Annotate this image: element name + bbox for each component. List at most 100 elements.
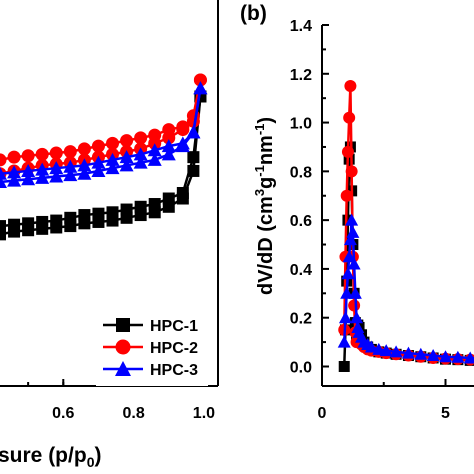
panel-a-hpc-3-adsorption-point: [63, 168, 78, 182]
panel-b-hpc-2-point: [340, 189, 353, 202]
panel-a-hpc-2-desorption-point: [49, 146, 63, 160]
panel-b-hpc-3-point: [389, 345, 403, 358]
panel-b-plot-area: [337, 79, 474, 372]
panel-b-ytick-label: 1.0: [290, 116, 312, 133]
legend: HPC-1 HPC-2 HPC-3: [96, 308, 208, 386]
panel-a-hpc-3-adsorption-point: [7, 173, 22, 187]
panel-a-hpc-3-desorption-point: [21, 163, 36, 177]
panel-a-hpc-3-desorption-point: [175, 136, 190, 150]
panel-a-hpc-3-adsorption-point: [77, 166, 92, 180]
panel-a-hpc-1-desorption-point: [120, 203, 133, 216]
panel-a-plot-area: [0, 73, 208, 241]
panel-b-xtick-label: 5: [441, 405, 450, 422]
panel-b-hpc-3-point: [463, 351, 474, 364]
panel-a-hpc-3-adsorption-point: [21, 172, 36, 186]
panel-a-hpc-2-desorption-point: [35, 147, 49, 161]
panel-b-hpc-1-point: [343, 153, 355, 165]
panel-b-pore-size-distribution: (b) 0.0 0.2 0.4 0.6 0.8 1.0 1.2 1.4 0 5 dV/dD (cm…: [240, 2, 474, 422]
panel-a-hpc-2-desorption-point: [0, 153, 7, 167]
panel-a-hpc-2-desorption-point: [193, 73, 207, 87]
panel-b-hpc-3-point: [347, 257, 361, 270]
panel-a-hpc-2-desorption-point: [106, 136, 120, 150]
panel-a-isotherm: 0.6 0.8 1.0 sure (p/p0) HPC-1 HPC-2 HPC-3: [0, 0, 219, 470]
panel-a-hpc-3-desorption-point: [105, 152, 120, 166]
panel-a-hpc-3-adsorption-point: [35, 170, 50, 184]
panel-b-hpc-3-point: [346, 225, 360, 238]
panel-b-hpc-1-point: [338, 360, 350, 372]
panel-b-hpc-3-point: [345, 213, 359, 226]
panel-b-hpc-3-point: [379, 344, 393, 357]
panel-b-label: (b): [240, 2, 267, 25]
panel-b-hpc-3-point: [364, 340, 378, 353]
panel-a-hpc-1-desorption-point: [22, 217, 35, 230]
panel-a-hpc-3-adsorption-point: [105, 161, 120, 175]
panel-a-hpc-2-desorption-point: [21, 149, 35, 163]
panel-a-hpc-3-adsorption-point: [91, 163, 106, 177]
panel-b-hpc-3-point: [401, 346, 415, 359]
panel-a-hpc-3-adsorption-point: [161, 147, 176, 161]
panel-a-hpc-1-desorption-point: [106, 206, 119, 219]
panel-b-hpc-3-point: [451, 350, 465, 363]
panel-a-hpc-2-adsorption-line: [0, 79, 202, 175]
panel-b-hpc-2-point: [345, 165, 358, 178]
panel-a-hpc-3-desorption-point: [77, 158, 92, 172]
panel-a-hpc-3-desorption-point: [35, 162, 50, 176]
legend-label-hpc-2: HPC-2: [150, 340, 198, 357]
legend-label-hpc-1: HPC-1: [150, 318, 198, 335]
panel-a-hpc-1-desorption-point: [78, 209, 91, 222]
panel-b-hpc-2-point: [348, 299, 361, 312]
panel-a-hpc-1-desorption-point: [36, 215, 49, 228]
panel-a-hpc-2-desorption-point: [148, 128, 162, 142]
panel-b-ylabel: dV/dD (cm3g-1nm-1): [252, 117, 277, 295]
panel-b-xtick-label: 0: [318, 405, 327, 422]
panel-a-hpc-3-desorption-point: [147, 143, 162, 157]
legend-marker-hpc-1: [116, 318, 130, 332]
panel-b-hpc-3-point: [439, 350, 452, 363]
panel-b-ytick-label: 1.4: [290, 18, 312, 35]
panel-b-ytick-label: 0.4: [290, 262, 312, 279]
panel-a-hpc-1-desorption-line: [0, 96, 202, 228]
panel-a-xlabel: sure (p/p0): [0, 444, 101, 470]
panel-b-ytick-label: 0.8: [290, 164, 312, 181]
panel-a-hpc-3-adsorption-line: [0, 88, 202, 184]
panel-b-hpc-2-line: [342, 85, 474, 362]
panel-a-hpc-1-adsorption-point: [0, 228, 6, 241]
panel-b-hpc-3-point: [340, 286, 354, 299]
panel-a-hpc-3-desorption-point: [91, 155, 106, 169]
panel-b-hpc-3-point: [337, 335, 351, 348]
panel-a-hpc-2-desorption-line: [0, 79, 202, 162]
panel-a-hpc-3-desorption-line: [0, 88, 202, 175]
panel-a-hpc-3-desorption-point: [7, 165, 22, 179]
panel-a-hpc-3-desorption-point: [133, 147, 148, 161]
legend-label-hpc-3: HPC-3: [150, 362, 198, 379]
panel-a-hpc-1-desorption-point: [187, 151, 200, 164]
panel-a-hpc-1-desorption-point: [92, 207, 105, 220]
panel-a-hpc-1-desorption-point: [134, 200, 147, 213]
panel-b-hpc-2-point: [344, 79, 357, 92]
panel-b-hpc-2-point: [343, 111, 356, 124]
panel-a-hpc-2-desorption-point: [134, 131, 148, 145]
panel-b-hpc-3-point: [338, 311, 352, 324]
panel-a-hpc-1-adsorption-line: [0, 96, 202, 236]
panel-a-hpc-2-desorption-point: [77, 142, 91, 156]
legend-marker-hpc-3: [115, 361, 131, 376]
panel-a-hpc-3-adsorption-point: [133, 155, 148, 169]
panel-b-hpc-3-point: [414, 347, 428, 360]
panel-b-hpc-3-point: [343, 233, 357, 246]
panel-a-hpc-3-desorption-point: [193, 81, 208, 95]
panel-a-hpc-3-desorption-point: [186, 125, 201, 139]
panel-a-hpc-3-adsorption-point: [119, 158, 134, 172]
panel-a-hpc-2-desorption-point: [162, 123, 176, 137]
panel-a-xtick-label: 0.8: [122, 405, 144, 422]
panel-a-hpc-1-desorption-point: [0, 220, 6, 233]
panel-b-hpc-2-point: [341, 145, 354, 158]
panel-b-hpc-1-point: [342, 214, 354, 226]
panel-b-hpc-3-point: [342, 250, 356, 263]
panel-b-ticks: 0.0 0.2 0.4 0.6 0.8 1.0 1.2 1.4 0 5: [290, 18, 450, 422]
panel-b-ytick-label: 0.0: [290, 359, 312, 376]
panel-a-hpc-3-adsorption-point: [147, 152, 162, 166]
panel-a-hpc-1-desorption-point: [8, 218, 21, 231]
panel-a-hpc-3-desorption-point: [63, 159, 78, 173]
panel-a-hpc-1-desorption-point: [148, 198, 161, 211]
